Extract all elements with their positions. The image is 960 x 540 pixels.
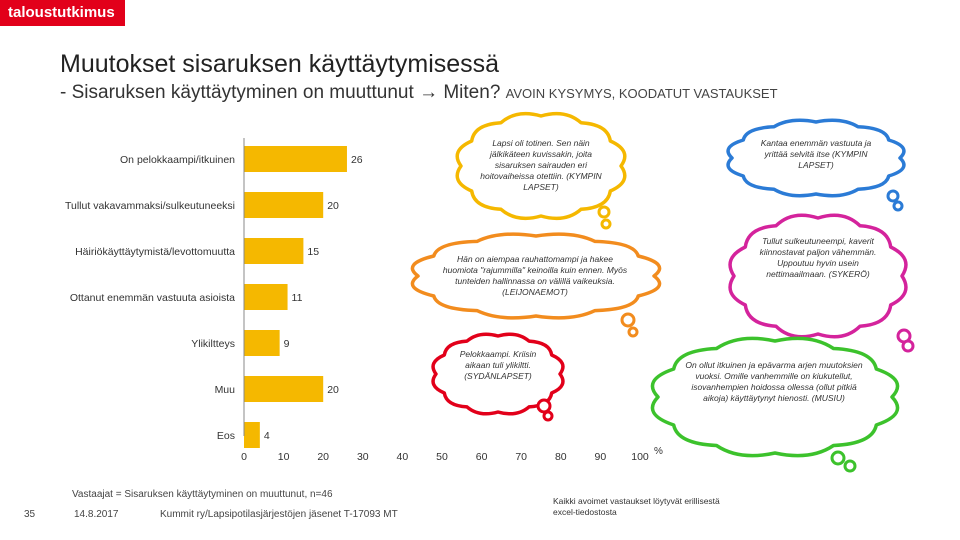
cloud-leijonaemot (410, 232, 662, 338)
bar-category-label: On pelokkaampi/itkuinen (120, 154, 235, 166)
bar (244, 238, 304, 264)
bar (244, 330, 280, 356)
x-tick-label: 60 (476, 451, 488, 463)
bar (244, 376, 324, 402)
cloud-sydanlapset (431, 332, 565, 422)
x-tick-label: 80 (555, 451, 567, 463)
x-tick-label: 0 (241, 451, 247, 463)
excel-note: Kaikki avoimet vastaukset löytyvät erill… (553, 496, 720, 517)
bar-category-label: Häiriökäyttäytymistä/levottomuutta (75, 246, 235, 258)
x-tick-label: 50 (436, 451, 448, 463)
quote-clouds (410, 111, 915, 473)
bar-value-label: 11 (292, 292, 303, 304)
bar-value-label: 20 (327, 200, 339, 212)
bar-value-label: 20 (327, 384, 339, 396)
report-source: Kummit ry/Lapsipotilasjärjestöjen jäsene… (160, 509, 398, 520)
bar-category-label: Ylikiltteys (191, 338, 235, 350)
bar-category-label: Eos (217, 430, 235, 442)
cloud-musiu (650, 336, 900, 473)
subtitle-main: - Sisaruksen käyttäytyminen on muuttunut (60, 82, 414, 103)
x-tick-label: 70 (515, 451, 527, 463)
quote-leijonaemot: Hän on aiempaa rauhattomampi ja hakee hu… (442, 254, 628, 297)
x-tick-label: 100 (631, 451, 649, 463)
quote-kympin-lapset: Lapsi oli totinen. Sen näin jälkikäteen … (480, 138, 602, 192)
subtitle-rest: Miten? (443, 82, 501, 103)
quote-sydanlapset: Pelokkaampi. Kriisin aikaan tuli ylikilt… (459, 349, 537, 381)
quote-musiu: On ollut itkuinen ja epävarma arjen muut… (685, 360, 863, 403)
cloud-sykero (728, 213, 915, 353)
x-tick-label: 90 (595, 451, 607, 463)
bar-value-label: 15 (307, 246, 319, 258)
cloud-kympin (455, 111, 627, 230)
arrow-right-icon: → (419, 82, 439, 103)
x-unit-label: % (654, 446, 663, 457)
chart-x-axis: 0 10 20 30 40 50 60 70 80 90 100% (241, 138, 663, 463)
page-subtitle: - Sisaruksen käyttäytyminen on muuttunut… (60, 82, 778, 104)
bar-value-label: 9 (284, 338, 290, 350)
bar (244, 146, 347, 172)
x-tick-label: 30 (357, 451, 369, 463)
subtitle-note: AVOIN KYSYMYS, KOODATUT VASTAUKSET (505, 86, 778, 101)
quote-sykero: Tullut sulkeutuneempi, kaverit kiinnosta… (759, 236, 877, 279)
brand-logo: taloustutkimus (0, 0, 125, 26)
bar-category-label: Ottanut enemmän vastuuta asioista (70, 292, 235, 304)
bar-category-label: Muu (215, 384, 236, 396)
respondents-note: Vastaajat = Sisaruksen käyttäytyminen on… (72, 489, 333, 500)
bar (244, 192, 324, 218)
bar-category-label: Tullut vakavammaksi/sulkeutuneeksi (65, 200, 235, 212)
bar (244, 284, 288, 310)
quote-kympin-lapset-vastuu: Kantaa enemmän vastuuta ja yrittää selvi… (760, 138, 872, 170)
report-date: 14.8.2017 (74, 509, 119, 520)
x-tick-label: 10 (278, 451, 290, 463)
cloud-kantaa (726, 118, 906, 212)
bar (244, 422, 260, 448)
page-title: Muutokset sisaruksen käyttäytymisessä (60, 50, 500, 78)
bar-value-label: 4 (264, 430, 270, 442)
x-tick-label: 20 (317, 451, 329, 463)
chart-bars: On pelokkaampi/itkuinen 26 Tullut vakavamm… (65, 146, 363, 448)
page-number: 35 (24, 509, 36, 520)
x-tick-label: 40 (397, 451, 409, 463)
bar-value-label: 26 (351, 154, 363, 166)
